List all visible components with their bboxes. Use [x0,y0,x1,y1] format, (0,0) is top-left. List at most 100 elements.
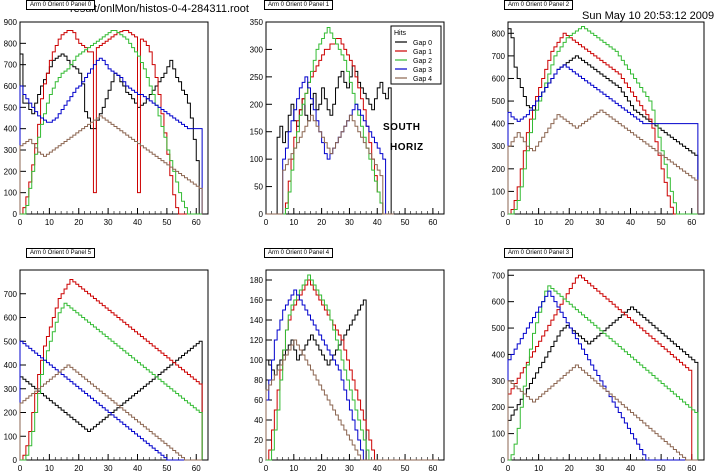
y-tick-label: 200 [492,403,506,412]
series-gap-3 [266,76,394,215]
y-tick-label: 600 [492,74,506,83]
y-tick-label: 700 [4,61,18,70]
plot-frame [19,21,209,215]
panel-tab-4[interactable]: Arm 0 Orient 0 Panel 4 [264,248,334,258]
y-tick-label: 300 [492,142,506,151]
panel-tab-1[interactable]: Arm 0 Orient 0 Panel 1 [264,0,334,10]
x-tick-label: 30 [345,218,354,227]
y-tick-label: 900 [4,18,18,27]
chart-panel-1: 0 10 20 30 40 50 60 0 50 100 150 200 250 300 350 Hits Ga… [250,18,445,227]
series-gap-1 [266,37,394,215]
y-tick-label: 300 [4,146,18,155]
series-gap-0 [507,28,699,214]
legend-entry: Gap 2 [413,58,432,65]
x-tick-label: 0 [18,218,23,227]
y-tick-label: 50 [254,183,263,192]
y-tick-label: 300 [250,45,264,54]
y-tick-label: 0 [259,210,264,219]
panel-tab-3[interactable]: Arm 0 Orient 0 Panel 5 [26,248,96,258]
panel-tab-2[interactable]: Arm 0 Orient 0 Panel 2 [504,0,574,10]
chart-panel-0: 0 10 20 30 40 50 60010020030040050060070080090… [4,18,209,227]
x-tick-label: 40 [626,464,635,473]
series-gap-0 [19,53,203,215]
y-tick-label: 400 [4,125,18,134]
x-tick-label: 30 [595,464,604,473]
y-tick-label: 700 [4,290,18,299]
x-tick-label: 40 [133,218,142,227]
y-tick-label: 60 [254,396,263,405]
series-gap-4 [507,109,699,214]
x-tick-label: 50 [401,218,410,227]
horiz-label: HORIZ [390,142,424,153]
y-tick-label: 100 [4,432,18,441]
series-gap-2 [508,285,699,461]
legend-box [390,25,442,85]
y-tick-label: 600 [4,82,18,91]
series-gap-4 [266,114,394,215]
y-tick-label: 800 [4,39,18,48]
y-tick-label: 600 [4,314,18,323]
x-tick-label: 40 [626,218,635,227]
x-tick-label: 20 [317,218,326,227]
series-gap-3 [19,57,203,214]
series-gap-0 [266,65,394,215]
south-label: SOUTH [383,122,421,133]
x-tick-label: 50 [657,218,666,227]
legend: Hits Gap 0 Gap 1 Gap 2 Gap 3 Gap 4 [390,25,442,85]
x-tick-label: 20 [565,464,574,473]
y-tick-label: 160 [250,296,264,305]
x-tick-label: 20 [317,464,326,473]
x-tick-label: 10 [534,218,543,227]
series-gap-2 [266,26,394,215]
y-tick-label: 100 [492,430,506,439]
legend-entry: Gap 1 [413,49,432,56]
x-tick-label: 40 [373,218,382,227]
x-tick-label: 10 [534,464,543,473]
series-gap-2 [508,26,698,215]
x-tick-label: 60 [192,464,201,473]
x-tick-label: 50 [162,218,171,227]
y-tick-label: 500 [4,337,18,346]
plot-frame [507,21,705,215]
y-tick-label: 400 [492,350,506,359]
y-tick-label: 700 [492,271,506,280]
chart-panel-4: 0 10 20 30 40 50 60 0 20 40 60 80 100 120 140 160 180 [250,269,445,473]
x-tick-label: 40 [373,464,382,473]
x-tick-label: 0 [264,464,269,473]
legend-entry: Gap 3 [413,67,432,74]
x-tick-label: 10 [45,464,54,473]
y-tick-label: 200 [492,165,506,174]
y-tick-label: 100 [4,189,18,198]
series-gap-4 [19,364,203,461]
series-gap-1 [20,30,203,215]
x-tick-label: 0 [264,218,269,227]
date-stamp: Sun May 10 20:53:12 2009 [582,10,715,22]
panel-tab-0[interactable]: Arm 0 Orient 0 Panel 0 [26,0,96,10]
y-tick-label: 180 [250,276,264,285]
series-gap-4 [265,339,439,461]
y-tick-label: 80 [254,376,263,385]
series-gap-1 [20,279,203,461]
x-tick-label: 50 [657,464,666,473]
y-tick-label: 120 [250,336,264,345]
y-tick-label: 0 [13,456,18,465]
series-gap-1 [508,32,698,215]
y-tick-label: 500 [492,97,506,106]
x-tick-label: 60 [687,218,696,227]
y-tick-label: 300 [4,385,18,394]
x-tick-label: 40 [133,464,142,473]
x-tick-label: 60 [192,218,201,227]
y-tick-label: 100 [250,356,264,365]
x-tick-label: 50 [162,464,171,473]
y-tick-label: 40 [254,416,263,425]
y-tick-label: 300 [492,377,506,386]
series-gap-1 [507,274,698,461]
panel-tab-5[interactable]: Arm 0 Orient 0 Panel 3 [504,248,574,258]
y-tick-label: 20 [254,436,263,445]
y-tick-label: 0 [501,210,506,219]
y-tick-label: 400 [4,361,18,370]
x-tick-label: 10 [289,464,298,473]
